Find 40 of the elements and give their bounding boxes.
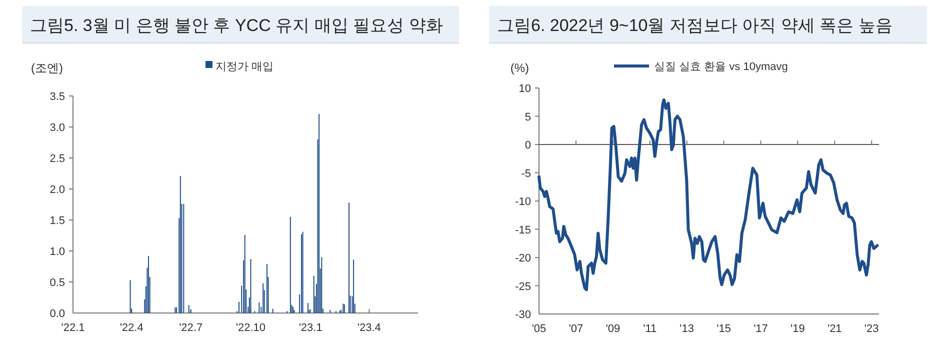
- y-tick-label: 0: [524, 140, 531, 152]
- x-tick-label: '23: [864, 323, 879, 335]
- y-axis-title: (%): [510, 61, 529, 75]
- x-tick-label: '19: [790, 323, 805, 335]
- x-tick-label: '09: [606, 323, 620, 335]
- x-tick-label: '23.1: [298, 322, 322, 334]
- legend-label: 실질 실효 환율 vs 10ymavg: [654, 61, 788, 73]
- x-tick-label: '11: [643, 323, 657, 335]
- y-tick-label: 1.0: [50, 246, 65, 258]
- x-tick-label: '22.1: [61, 322, 85, 334]
- x-tick-label: '05: [532, 323, 546, 335]
- x-tick-label: '15: [716, 323, 731, 335]
- legend-label: 지정가 매입: [216, 61, 274, 73]
- y-tick-label: 1.5: [50, 215, 65, 227]
- y-tick-label: 3.5: [50, 91, 65, 103]
- y-tick-label: -15: [515, 224, 531, 236]
- y-tick-label: 2.5: [50, 153, 65, 165]
- x-tick-label: '22.7: [179, 322, 203, 334]
- y-tick-label: -25: [515, 280, 531, 293]
- y-axis-title: (조엔): [31, 61, 63, 75]
- y-tick-label: 10: [518, 83, 531, 95]
- x-tick-label: '17: [754, 323, 768, 335]
- chart-title: 그림5. 3월 미 은행 불안 후 YCC 유지 매입 필요성 약화: [30, 16, 443, 35]
- y-tick-label: -20: [515, 252, 531, 264]
- x-tick-label: '23.4: [357, 322, 381, 334]
- y-tick-label: 0.5: [50, 277, 65, 289]
- chart-title: 그림6. 2022년 9~10월 저점보다 아직 약세 폭은 높음: [497, 16, 892, 35]
- x-tick-label: '13: [680, 323, 694, 335]
- y-tick-label: -5: [521, 168, 531, 180]
- x-tick-label: '21: [827, 323, 842, 335]
- x-tick-label: '07: [568, 323, 584, 335]
- y-tick-label: -30: [515, 309, 531, 321]
- line-series: [538, 98, 879, 292]
- y-tick-label: 3.0: [50, 122, 65, 134]
- y-tick-label: 0.0: [50, 308, 65, 320]
- y-tick-label: 5: [524, 111, 531, 124]
- x-tick-label: '22.10: [236, 322, 266, 334]
- y-tick-label: -10: [515, 196, 531, 208]
- y-tick-label: 2.0: [50, 184, 65, 196]
- x-tick-label: '22.4: [120, 322, 144, 334]
